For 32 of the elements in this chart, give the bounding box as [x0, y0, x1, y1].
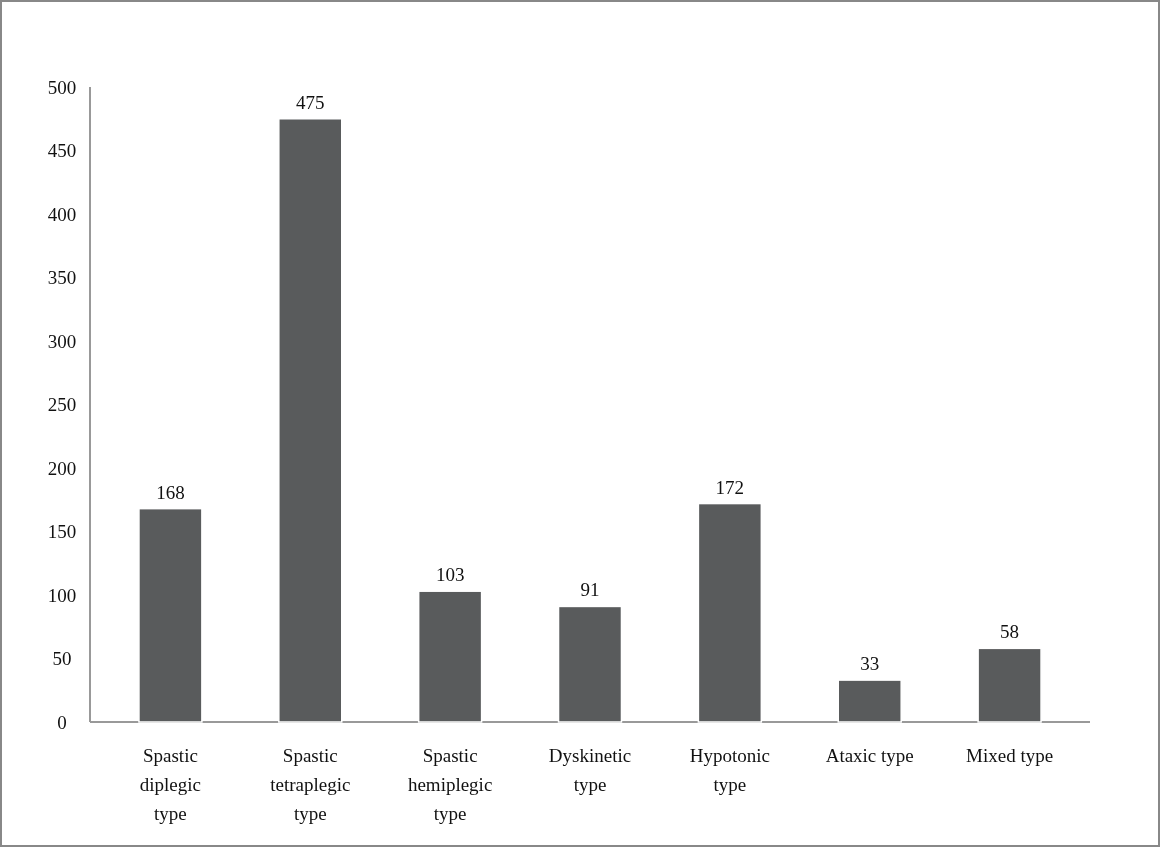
y-tick-label: 500: [47, 76, 77, 98]
data-label: 91: [580, 579, 600, 601]
data-label: 103: [435, 564, 465, 586]
bar: [557, 605, 623, 723]
x-tick-label: Spastic diplegic type: [139, 745, 202, 824]
bar: [138, 507, 203, 723]
bar: [977, 647, 1042, 723]
x-tick-label: Spastic hemiplegic type: [407, 745, 493, 824]
data-label: 172: [715, 476, 745, 498]
y-tick-label: 50: [52, 648, 72, 670]
y-tick-label: 450: [47, 140, 77, 162]
y-tick-label: 200: [47, 457, 77, 479]
data-label: 58: [1000, 621, 1020, 643]
x-tick-label: Dyskinetic type: [548, 745, 632, 795]
x-tick-label: Hypotonic type: [689, 745, 770, 795]
y-tick-label: 400: [47, 203, 77, 225]
x-tick-label: Mixed type: [966, 745, 1054, 766]
bar: [278, 118, 343, 723]
y-tick-label: 100: [47, 584, 77, 606]
data-label: 168: [156, 481, 185, 503]
bar: [837, 679, 902, 723]
y-tick-label: 150: [47, 521, 77, 543]
x-tick-label: Spastic tetraplegic type: [270, 745, 351, 824]
data-label: 33: [860, 653, 880, 675]
y-tick-label: 0: [57, 711, 67, 733]
y-tick-label: 350: [47, 267, 77, 289]
x-tick-label: Ataxic type: [825, 745, 914, 766]
y-tick-label: 300: [47, 330, 77, 352]
y-tick-label: 250: [47, 394, 77, 416]
data-label: 475: [296, 91, 325, 113]
bar: [697, 502, 763, 723]
bar: [417, 590, 483, 723]
